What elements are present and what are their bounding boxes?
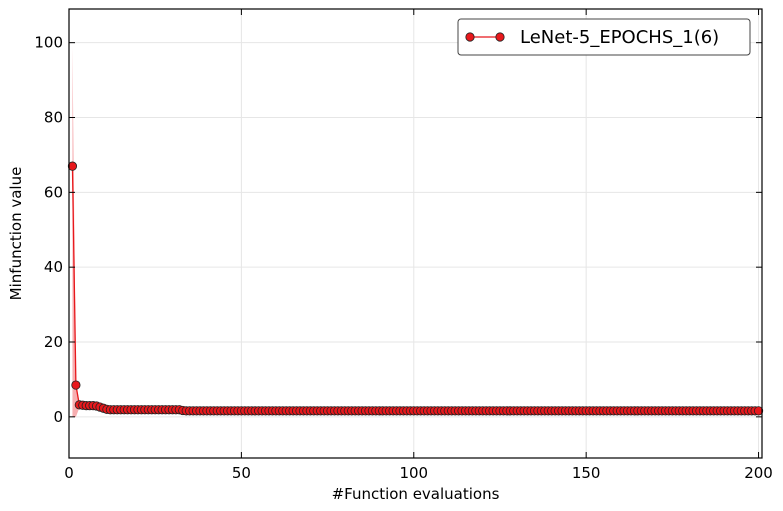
legend-label: LeNet-5_EPOCHS_1(6): [520, 27, 719, 48]
legend-marker: [465, 32, 475, 42]
x-tick-label: 0: [64, 464, 74, 482]
x-tick-label: 100: [399, 464, 428, 482]
x-tick-label: 50: [232, 464, 251, 482]
x-axis-title: #Function evaluations: [332, 485, 500, 503]
y-tick-label: 0: [53, 408, 63, 426]
x-tick-label: 150: [572, 464, 601, 482]
y-tick-label: 80: [44, 109, 63, 127]
y-tick-label: 100: [34, 34, 63, 52]
axis-ticks: 0 50 100 150 200 0 20 40 60 80 100: [34, 9, 773, 482]
y-tick-label: 60: [44, 183, 63, 201]
legend: LeNet-5_EPOCHS_1(6): [457, 18, 751, 56]
plot-frame: [68, 8, 763, 459]
data-point: [71, 380, 81, 390]
grid: [68, 9, 762, 458]
plot-background: [69, 9, 762, 458]
y-tick-label: 20: [44, 333, 63, 351]
data-point: [67, 161, 78, 171]
series-layer: [67, 161, 764, 416]
legend-box: [457, 18, 751, 56]
data-point: [753, 406, 764, 416]
legend-marker: [495, 32, 505, 42]
x-tick-label: 200: [744, 464, 773, 482]
y-tick-label: 40: [44, 258, 63, 276]
y-axis-title: Minfunction value: [7, 167, 25, 301]
